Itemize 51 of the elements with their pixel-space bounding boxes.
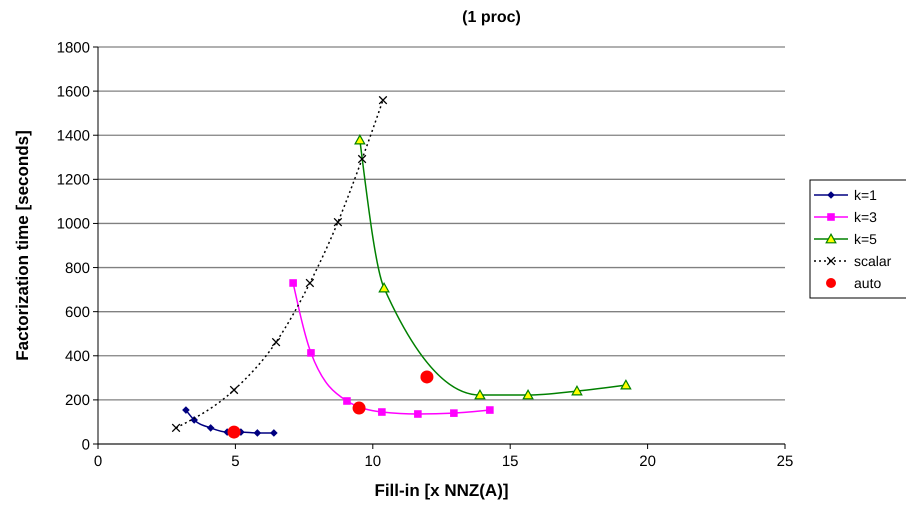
point — [254, 429, 262, 437]
legend-label: k=5 — [854, 230, 878, 247]
y-tick-label: 1000 — [56, 216, 90, 233]
point — [420, 370, 434, 384]
point — [272, 338, 281, 347]
point — [228, 426, 241, 439]
point — [333, 218, 342, 227]
y-tick-label: 600 — [64, 304, 90, 321]
x-axis-title: Fill-in [x NNZ(A)] — [374, 481, 509, 500]
point — [414, 410, 422, 418]
y-axis-title: Factorization time [seconds] — [13, 130, 32, 361]
y-tick-label: 400 — [64, 348, 90, 366]
point — [450, 409, 458, 417]
y-tick-label: 1400 — [56, 127, 90, 144]
x-tick-label: 15 — [502, 453, 519, 470]
point — [358, 154, 367, 164]
y-tick-label: 1800 — [56, 39, 90, 56]
x-tick-label: 25 — [776, 453, 794, 470]
x-tick-label: 0 — [94, 453, 102, 470]
point — [572, 386, 582, 396]
point — [307, 349, 315, 357]
point — [378, 408, 386, 416]
point — [305, 278, 314, 288]
point — [289, 279, 297, 287]
point — [474, 390, 486, 400]
legend-label: scalar — [854, 252, 892, 269]
point — [182, 406, 190, 414]
point — [620, 380, 632, 390]
point — [354, 134, 366, 144]
point — [522, 390, 534, 400]
y-tick-label: 200 — [64, 392, 90, 410]
y-tick-label: 800 — [64, 260, 90, 277]
point — [486, 406, 494, 414]
y-tick-label: 1200 — [56, 172, 90, 189]
point — [352, 402, 366, 415]
point — [230, 386, 238, 394]
point — [172, 423, 180, 432]
x-tick-label: 20 — [639, 453, 656, 470]
point — [378, 96, 388, 105]
x-tick-label: 10 — [364, 453, 382, 470]
point — [343, 397, 351, 405]
point — [378, 282, 390, 292]
chart-title: (1 proc) — [462, 9, 521, 26]
x-tick-label: 5 — [231, 453, 240, 470]
y-tick-label: 1600 — [56, 83, 90, 100]
legend-label: k=3 — [854, 208, 878, 225]
point — [206, 424, 214, 432]
legend-label: auto — [854, 274, 882, 291]
legend-label: k=1 — [854, 186, 878, 203]
point — [270, 429, 278, 437]
y-tick-label: 0 — [82, 436, 90, 454]
